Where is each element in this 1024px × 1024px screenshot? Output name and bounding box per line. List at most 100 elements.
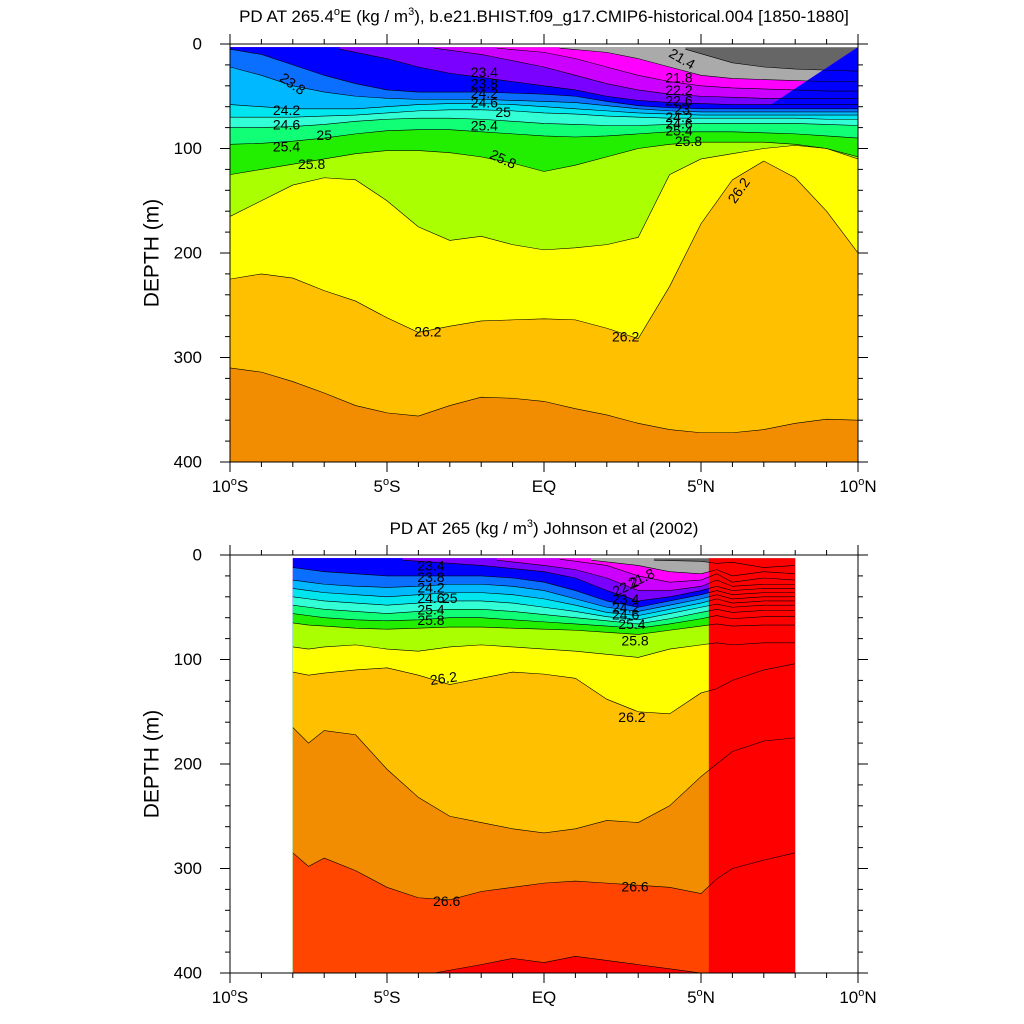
panel-2: 23.423.824.224.62525.425.821.822.223.424…	[141, 518, 877, 1007]
degree-symbol: o	[231, 987, 237, 999]
isopycnal-line	[292, 727, 796, 834]
isopycnal-line	[292, 604, 796, 625]
isopycnal-line	[496, 559, 796, 591]
x-tick-label: 5oS	[374, 987, 401, 1007]
fill-layer	[292, 558, 796, 973]
x-tick-number: 5	[687, 988, 696, 1007]
isopycnal-line	[230, 145, 858, 251]
contour-label: 24.6	[273, 116, 300, 132]
isopycnal-line	[230, 117, 858, 128]
x-tick-hemisphere: S	[237, 988, 248, 1007]
x-tick-label: 5oN	[687, 987, 715, 1007]
x-tick-hemisphere: N	[703, 988, 715, 1007]
x-tick-label: 5oS	[374, 476, 401, 496]
fill-layer	[230, 47, 858, 462]
contour-label: 24.2	[273, 102, 300, 118]
contour-label: 26.2	[429, 668, 458, 688]
x-tick-number: 10	[839, 477, 858, 496]
isopycnal-line	[230, 103, 858, 116]
isopycnal-line	[292, 567, 796, 608]
contour-label: 25.8	[675, 133, 702, 149]
isopycnal-line	[292, 852, 796, 901]
contour-label: 25.4	[665, 123, 692, 139]
isopycnal-line	[292, 642, 796, 658]
y-tick-label: 0	[193, 546, 202, 565]
contour-label: 26.6	[433, 893, 460, 909]
x-tick-label: 10oS	[212, 987, 248, 1007]
contour-label: 25.8	[621, 633, 648, 649]
contour-label: 26.2	[618, 709, 645, 725]
title-part: ), b.e21.BHIST.f09_g17.CMIP6-historical.…	[414, 7, 849, 26]
y-tick-label: 300	[174, 348, 202, 367]
contour-label: 25	[442, 590, 458, 606]
isopycnal-line	[559, 47, 858, 82]
density-band	[292, 558, 796, 973]
contour-label: 24.2	[665, 109, 692, 125]
isopycnal-line	[653, 559, 796, 568]
density-band	[230, 161, 858, 462]
contour-label: 25	[495, 104, 511, 120]
contour-label: 24.2	[417, 579, 444, 595]
y-tick-label: 300	[174, 859, 202, 878]
title-part: ) Johnson et al (2002)	[533, 519, 698, 538]
y-tick-label: 100	[174, 139, 202, 158]
contour-label: 25.4	[618, 616, 645, 632]
isopycnal-line	[402, 559, 796, 602]
contour-labels: 23.423.824.224.62525.425.821.822.223.424…	[417, 557, 657, 908]
contour-label: 22.2	[665, 82, 692, 98]
contour-label: 25.4	[417, 601, 444, 617]
isopycnal-line	[230, 141, 858, 175]
title-part: PD AT 265.4	[239, 7, 334, 26]
y-tick-label: 100	[174, 650, 202, 669]
contour-label: 24.6	[471, 95, 498, 111]
isopycnal-line	[292, 596, 796, 621]
contour-label: 26.2	[612, 329, 639, 345]
x-tick-hemisphere: S	[389, 477, 400, 496]
x-tick-number: 10	[212, 988, 231, 1007]
isopycnal-line	[591, 559, 796, 577]
y-tick-label: 0	[193, 35, 202, 54]
x-tick-number: 5	[374, 988, 383, 1007]
contour-label: 23	[674, 101, 690, 117]
y-tick-label: 200	[174, 755, 202, 774]
contour-label: 23.4	[417, 557, 444, 573]
contour-label: 25	[316, 127, 332, 143]
y-tick-label: 400	[174, 964, 202, 983]
degree-symbol: o	[697, 987, 703, 999]
degree-symbol: o	[858, 987, 864, 999]
contour-label: 25.4	[471, 118, 498, 134]
isopycnal-line	[292, 579, 796, 612]
x-tick-number: 10	[839, 988, 858, 1007]
title-part: E (kg / m	[340, 7, 408, 26]
x-tick-label: EQ	[532, 988, 557, 1007]
x-tick-number: 5	[374, 477, 383, 496]
degree-symbol: o	[383, 987, 389, 999]
isopycnal-line	[434, 47, 858, 99]
panel-1: 23.824.224.62525.425.823.423.824.224.625…	[141, 6, 877, 496]
contour-label: 23.8	[417, 569, 444, 585]
contour-label: 21.8	[665, 69, 692, 85]
isopycnal-line	[496, 47, 858, 92]
contour-label: 25.4	[273, 138, 300, 154]
isopycnal-line	[559, 558, 796, 583]
x-tick-label: 10oN	[839, 476, 876, 496]
x-tick-label: 10oS	[212, 476, 248, 496]
isopycnal-line	[339, 48, 858, 105]
density-band	[230, 367, 858, 462]
isopycnal-line	[230, 367, 858, 434]
x-tick-label: 5oN	[687, 476, 715, 496]
chart-title: PD AT 265 (kg / m3) Johnson et al (2002)	[390, 518, 699, 538]
isopycnal-line	[230, 109, 858, 120]
title-degree: o	[334, 6, 340, 18]
x-tick-hemisphere: N	[864, 988, 876, 1007]
x-tick-hemisphere: S	[389, 988, 400, 1007]
contour-label: 25.8	[417, 612, 444, 628]
isopycnal-line	[230, 160, 858, 340]
contour-label: 24.6	[417, 590, 444, 606]
contour-label: 26.6	[621, 878, 648, 894]
degree-symbol: o	[858, 476, 864, 488]
isopycnal-line	[230, 66, 858, 113]
